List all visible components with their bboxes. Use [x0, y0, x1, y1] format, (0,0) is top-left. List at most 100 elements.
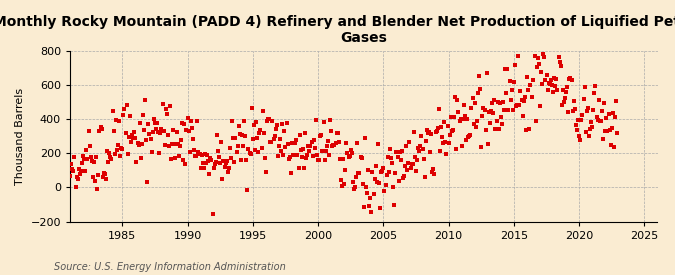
Point — [371, 164, 381, 169]
Point — [77, 161, 88, 165]
Point — [94, 129, 105, 133]
Point — [286, 171, 296, 175]
Point — [387, 185, 398, 189]
Point — [562, 85, 572, 89]
Point — [242, 188, 253, 192]
Point — [547, 82, 558, 87]
Point — [381, 173, 392, 177]
Point — [163, 144, 174, 149]
Point — [574, 134, 585, 139]
Point — [236, 133, 247, 137]
Point — [120, 131, 131, 135]
Point — [248, 137, 259, 141]
Point — [427, 170, 437, 175]
Point — [329, 143, 340, 148]
Point — [221, 159, 232, 163]
Point — [520, 128, 531, 132]
Point — [177, 121, 188, 125]
Point — [65, 174, 76, 178]
Point — [568, 99, 579, 103]
Point — [362, 191, 373, 196]
Point — [487, 101, 497, 105]
Point — [377, 169, 387, 173]
Point — [68, 169, 79, 173]
Point — [265, 140, 275, 145]
Point — [458, 116, 468, 121]
Point — [170, 142, 181, 146]
Point — [261, 169, 271, 174]
Point — [171, 130, 182, 134]
Point — [144, 132, 155, 136]
Point — [453, 110, 464, 114]
Point — [337, 184, 348, 188]
Point — [545, 82, 556, 86]
Point — [344, 154, 355, 159]
Point — [609, 145, 620, 149]
Point — [145, 137, 156, 142]
Point — [257, 109, 268, 113]
Point — [211, 160, 221, 164]
Point — [314, 157, 325, 162]
Point — [542, 87, 553, 92]
Point — [238, 144, 248, 148]
Point — [153, 130, 163, 135]
Point — [379, 189, 390, 194]
Point — [552, 88, 563, 92]
Point — [303, 144, 314, 148]
Point — [104, 150, 115, 155]
Point — [111, 148, 122, 152]
Point — [192, 118, 202, 123]
Point — [365, 196, 376, 200]
Point — [483, 110, 494, 114]
Point — [318, 120, 329, 125]
Point — [165, 104, 176, 108]
Point — [524, 127, 535, 131]
Point — [78, 154, 88, 159]
Point — [99, 171, 109, 175]
Point — [371, 179, 382, 184]
Point — [501, 91, 512, 95]
Point — [143, 121, 154, 126]
Point — [466, 105, 477, 110]
Point — [218, 159, 229, 163]
Point — [529, 54, 540, 58]
Point — [588, 108, 599, 112]
Point — [410, 155, 421, 159]
Point — [392, 155, 403, 159]
Point — [154, 150, 165, 155]
Point — [608, 110, 618, 115]
Point — [382, 155, 393, 159]
Point — [497, 122, 508, 126]
Point — [433, 106, 444, 111]
Point — [243, 147, 254, 151]
Point — [250, 147, 261, 152]
Point — [612, 131, 622, 135]
Point — [97, 127, 107, 131]
Point — [310, 118, 321, 122]
Point — [441, 152, 452, 156]
Point — [278, 152, 289, 157]
Point — [85, 155, 96, 160]
Point — [287, 141, 298, 145]
Point — [116, 145, 127, 150]
Point — [161, 112, 172, 117]
Point — [535, 104, 545, 108]
Point — [325, 118, 335, 122]
Point — [490, 127, 501, 131]
Point — [175, 144, 186, 148]
Point — [586, 120, 597, 125]
Point — [468, 122, 479, 127]
Point — [407, 161, 418, 166]
Point — [168, 128, 179, 133]
Point — [541, 73, 552, 77]
Point — [527, 94, 538, 99]
Point — [99, 172, 110, 176]
Point — [435, 125, 446, 129]
Point — [255, 128, 266, 132]
Point — [462, 117, 472, 122]
Point — [478, 106, 489, 111]
Point — [399, 174, 410, 178]
Point — [433, 126, 443, 130]
Point — [597, 136, 608, 141]
Point — [585, 126, 595, 131]
